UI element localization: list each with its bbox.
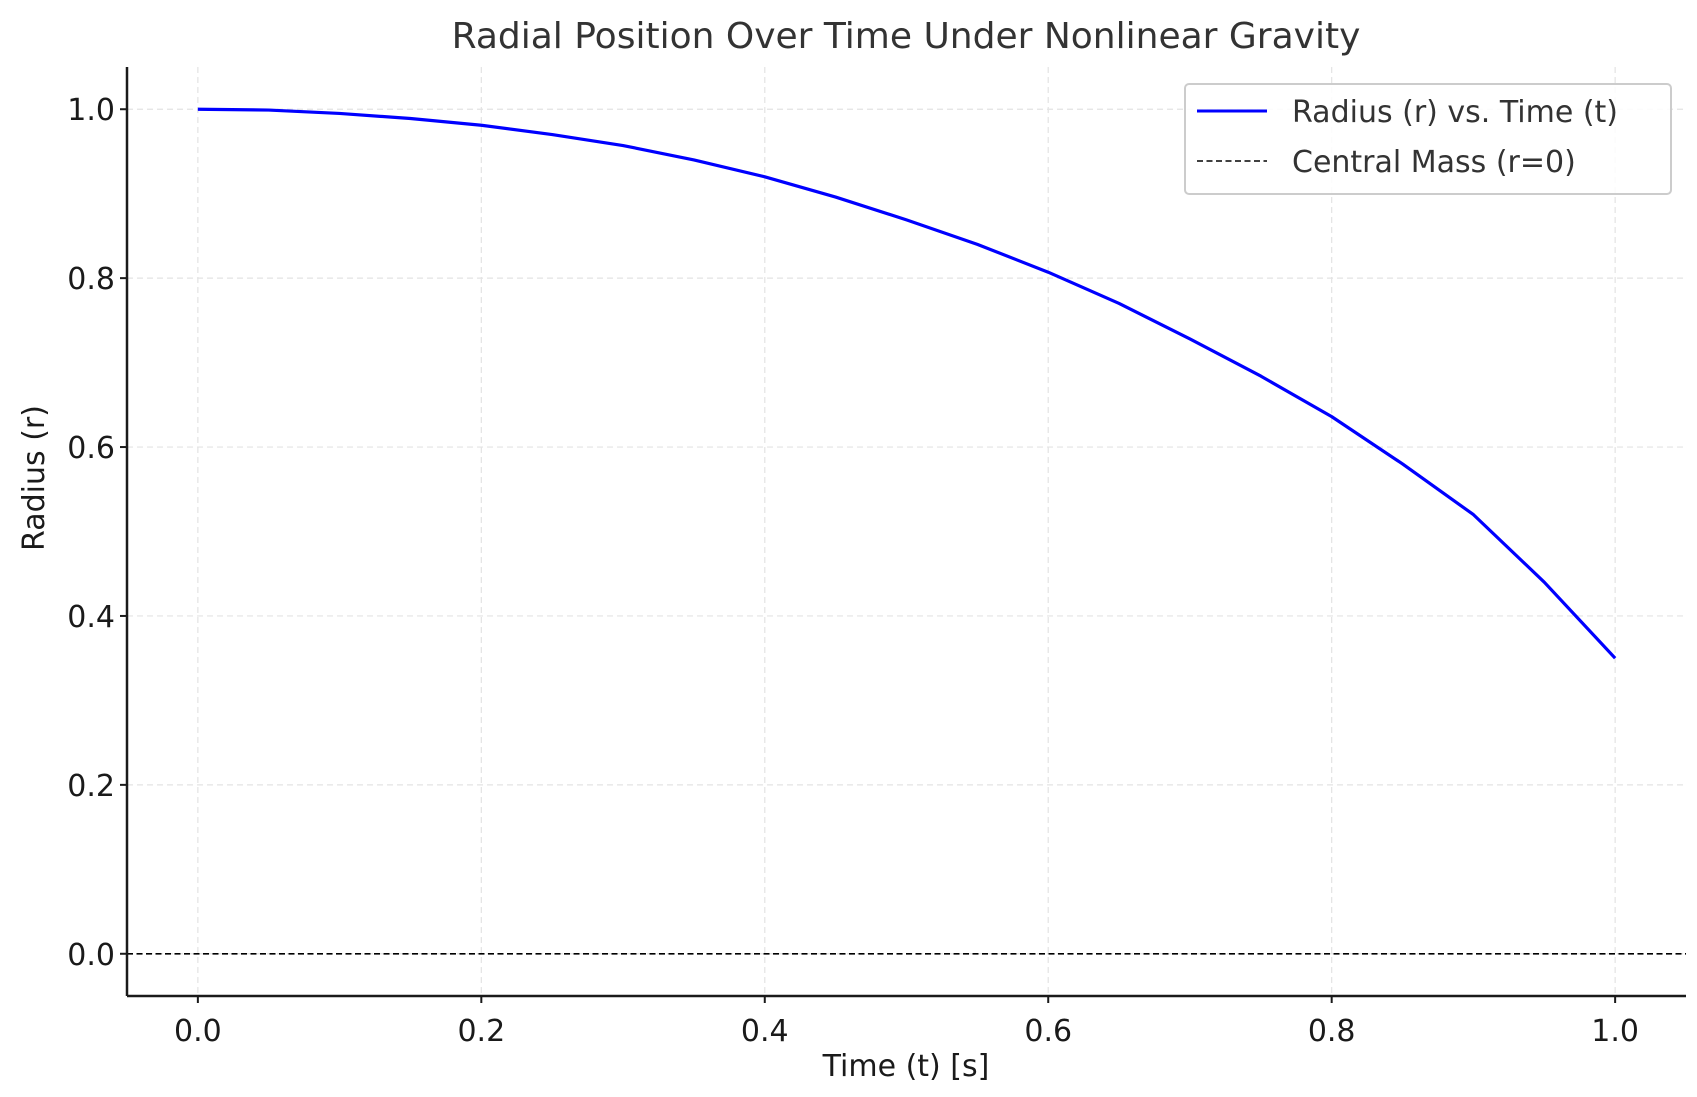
x-tick-label-5: 1.0 (1591, 1014, 1639, 1049)
legend-box (1184, 83, 1672, 195)
legend-label-radius: Radius (r) vs. Time (t) (1292, 95, 1618, 130)
legend-label-central-mass: Central Mass (r=0) (1292, 145, 1576, 180)
axis-ticks: 0.0 0.2 0.4 0.6 0.8 1.0 0.0 0.2 0.4 0.6 0.8 1.0 (67, 93, 1639, 1049)
axes (125, 67, 1686, 998)
y-tick-label-4: 0.8 (67, 262, 115, 297)
y-tick-label-1: 0.2 (67, 769, 115, 804)
x-tick-label-4: 0.8 (1308, 1014, 1356, 1049)
chart-title: Radial Position Over Time Under Nonlinea… (452, 16, 1361, 57)
y-tick-label-3: 0.6 (67, 431, 115, 466)
y-tick-label-2: 0.4 (67, 600, 115, 635)
legend: Radius (r) vs. Time (t) Central Mass (r=… (1184, 83, 1672, 195)
x-tick-label-0: 0.0 (174, 1014, 222, 1049)
y-axis-label: Radius (r) (17, 405, 52, 551)
x-axis-label: Time (t) [s] (822, 1049, 990, 1084)
y-tick-label-5: 1.0 (67, 93, 115, 128)
series-lines (197, 107, 1617, 660)
x-tick-label-1: 0.2 (457, 1014, 505, 1049)
series-line-radius-r-vs-time-t (197, 107, 1617, 660)
gridlines (127, 67, 1686, 996)
x-tick-label-3: 0.6 (1024, 1014, 1072, 1049)
x-tick-label-2: 0.4 (741, 1014, 789, 1049)
y-tick-label-0: 0.0 (67, 938, 115, 973)
